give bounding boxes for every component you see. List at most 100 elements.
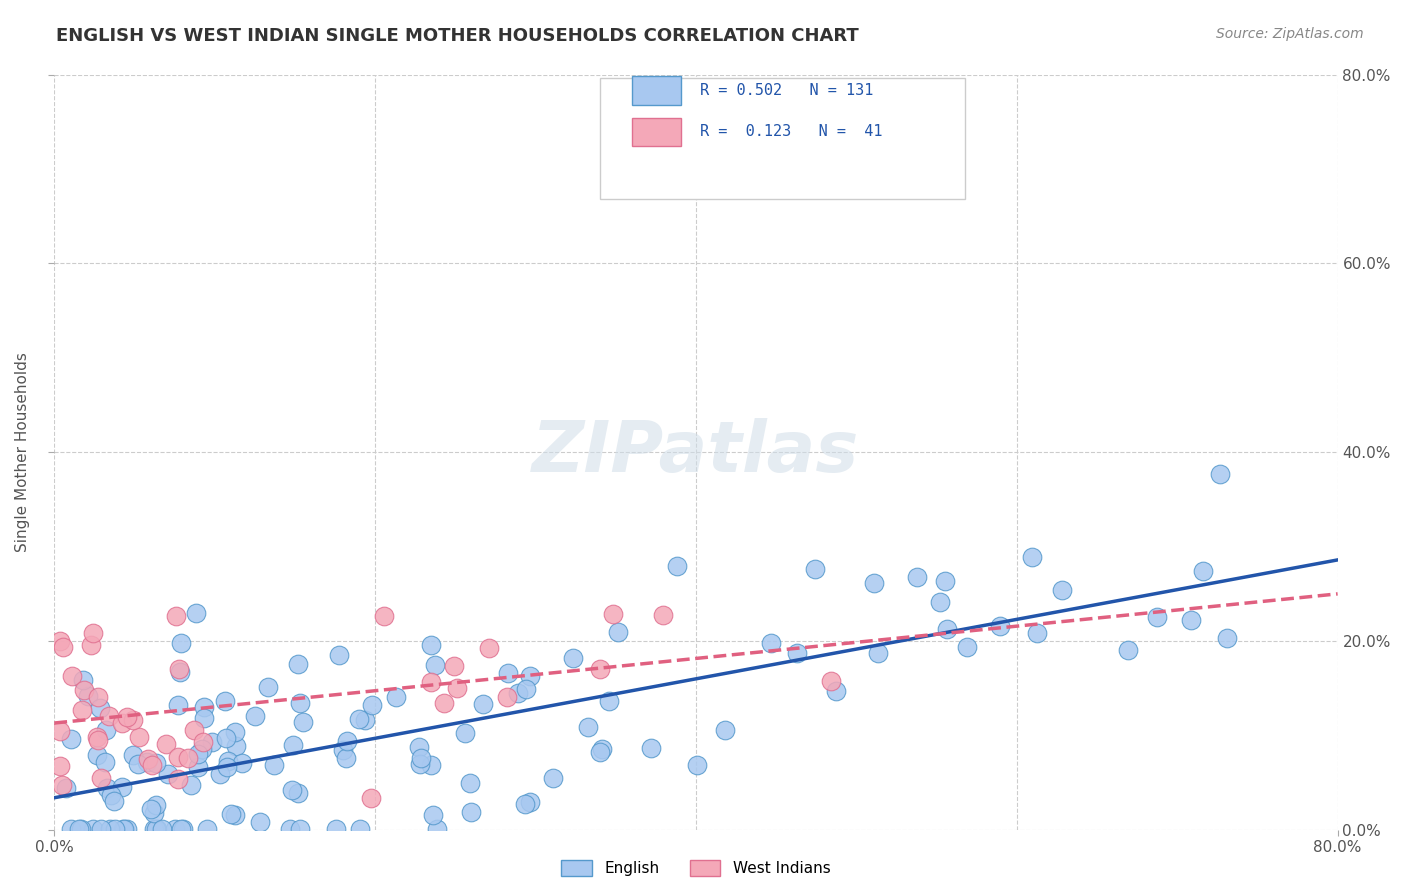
Point [104,822,127,836]
Point [283,738,305,752]
Point [193,711,215,725]
Point [145,798,167,813]
Point [82,626,104,640]
Point [290,822,312,836]
Point [1146,609,1168,624]
Text: R = 0.502   N = 131: R = 0.502 N = 131 [700,83,873,98]
Text: ENGLISH VS WEST INDIAN SINGLE MOTHER HOUSEHOLDS CORRELATION CHART: ENGLISH VS WEST INDIAN SINGLE MOTHER HOU… [56,27,859,45]
Point [640,740,662,755]
Point [373,609,395,624]
Point [86,730,108,744]
Point [1026,626,1049,640]
Point [426,822,449,836]
Point [142,822,165,836]
Point [420,675,443,690]
Text: Source: ZipAtlas.com: Source: ZipAtlas.com [1216,27,1364,41]
Point [163,822,186,836]
Point [82,822,104,836]
Point [80,639,103,653]
FancyBboxPatch shape [631,76,681,104]
Point [115,822,138,836]
Point [360,790,382,805]
Point [127,757,149,772]
Point [665,558,688,573]
Point [1180,613,1202,627]
Point [328,648,350,663]
Point [96,780,118,795]
Y-axis label: Single Mother Households: Single Mother Households [15,352,30,552]
Point [141,802,163,816]
Point [60,822,83,836]
Point [193,700,215,714]
Point [112,822,135,836]
Point [420,638,443,652]
Point [602,607,624,621]
Point [225,739,247,754]
Point [335,751,357,765]
Point [170,822,193,836]
Point [156,767,179,781]
Point [433,696,456,710]
Point [446,681,468,696]
Point [257,680,280,694]
Point [1216,631,1239,645]
Point [167,698,190,713]
Point [353,713,375,727]
Point [471,697,494,711]
Point [686,758,709,772]
Point [122,713,145,727]
Point [111,716,134,731]
Point [820,673,842,688]
Point [183,723,205,738]
Point [100,788,122,802]
Point [1021,550,1043,565]
Point [598,693,620,707]
Point [215,731,238,745]
Point [385,690,408,704]
Point [409,756,432,771]
Point [287,657,309,671]
Point [214,694,236,708]
Point [51,778,73,792]
Point [1209,467,1232,481]
Point [425,658,447,673]
Point [167,662,190,676]
Point [49,724,72,739]
Point [72,703,94,717]
Point [541,772,564,786]
Point [201,735,224,749]
Point [409,751,432,765]
Point [714,723,737,738]
FancyBboxPatch shape [600,78,966,199]
Point [177,751,200,765]
Point [170,636,193,650]
Point [115,709,138,723]
Point [478,640,501,655]
Point [145,756,167,770]
Point [60,669,83,683]
Point [90,771,112,785]
Point [786,646,808,660]
Point [332,743,354,757]
Point [172,822,194,836]
Point [496,690,519,704]
Point [165,609,187,624]
Point [519,669,541,683]
Point [245,708,267,723]
Point [146,822,169,836]
Point [135,755,157,769]
Point [191,735,214,749]
Point [934,574,956,588]
Point [90,822,112,836]
Point [52,640,75,654]
Point [219,807,242,822]
Point [863,576,886,591]
Point [86,690,108,704]
Point [217,760,239,774]
Point [804,562,827,576]
Point [187,759,209,773]
Point [360,698,382,713]
Point [508,686,530,700]
Point [167,772,190,786]
Point [561,651,583,665]
